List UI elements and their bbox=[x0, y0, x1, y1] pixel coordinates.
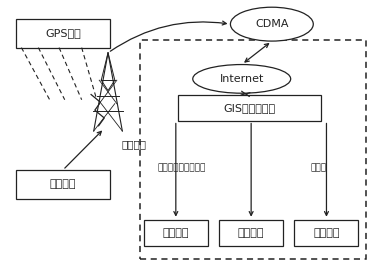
Text: 移动基站: 移动基站 bbox=[121, 139, 146, 149]
Text: 互联网（拨号）专线: 互联网（拨号）专线 bbox=[157, 163, 206, 172]
Text: 监控终端: 监控终端 bbox=[163, 228, 189, 238]
Bar bbox=[178, 95, 321, 121]
Text: GPS卫星: GPS卫星 bbox=[45, 28, 81, 38]
Bar bbox=[144, 220, 208, 246]
Ellipse shape bbox=[193, 64, 291, 93]
Bar bbox=[16, 170, 110, 199]
Text: Internet: Internet bbox=[220, 74, 264, 84]
Ellipse shape bbox=[231, 7, 313, 41]
Text: GIS网络服务器: GIS网络服务器 bbox=[223, 102, 275, 113]
Bar bbox=[16, 19, 110, 48]
Text: 局域网: 局域网 bbox=[311, 163, 327, 172]
Text: CDMA: CDMA bbox=[255, 19, 289, 29]
Text: 监控终端: 监控终端 bbox=[313, 228, 340, 238]
Text: 移动装置: 移动装置 bbox=[50, 179, 76, 189]
Text: 监控终端: 监控终端 bbox=[238, 228, 264, 238]
Bar bbox=[294, 220, 358, 246]
Bar bbox=[219, 220, 283, 246]
Bar bbox=[140, 40, 366, 259]
